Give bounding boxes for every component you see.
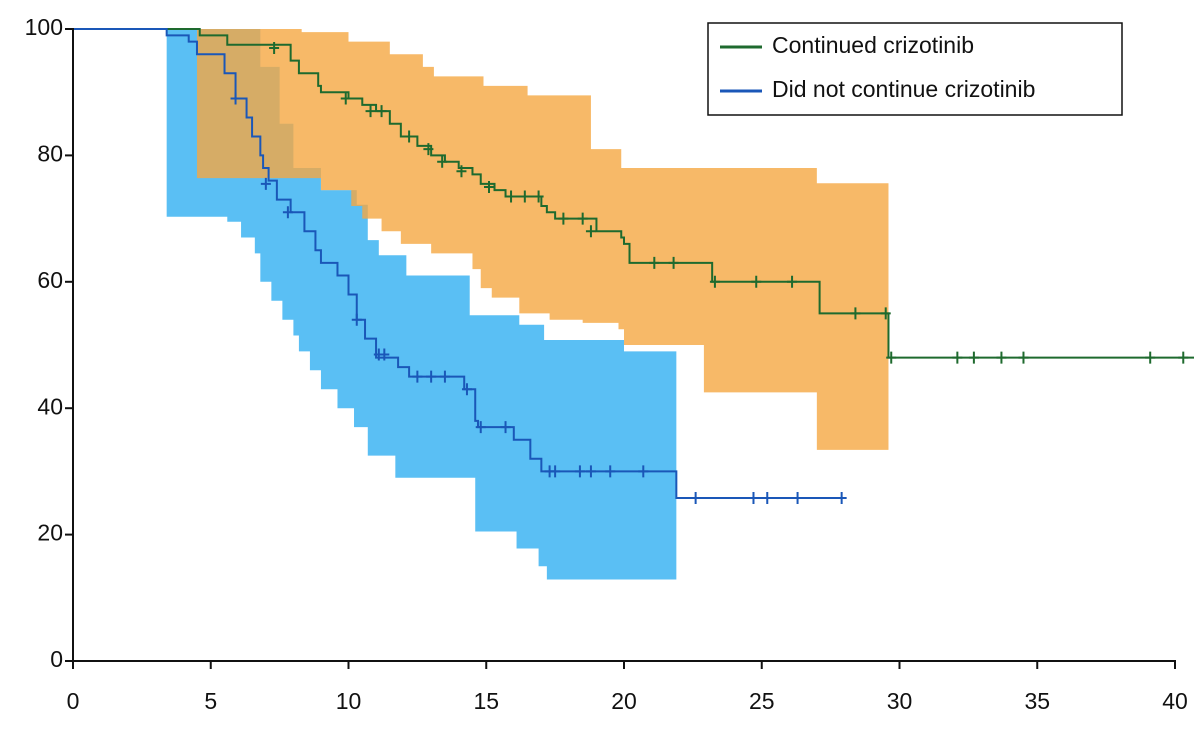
censor-mark (475, 421, 486, 434)
censor-mark (787, 275, 798, 288)
censor-mark (748, 491, 759, 504)
censor-mark (886, 351, 897, 364)
censor-mark (550, 465, 561, 478)
censor-mark (690, 491, 701, 504)
censor-mark (519, 190, 530, 203)
censor-mark (500, 421, 511, 434)
censor-mark (379, 348, 390, 361)
censor-mark (668, 256, 679, 269)
censor-mark (968, 351, 979, 364)
x-tick-label: 35 (1024, 688, 1050, 714)
censor-mark (269, 41, 280, 54)
censor-mark (404, 130, 415, 143)
y-tick-label: 60 (37, 267, 63, 293)
censor-mark (709, 275, 720, 288)
x-tick-label: 5 (204, 688, 217, 714)
legend-label: Did not continue crizotinib (772, 76, 1035, 102)
censor-mark (351, 313, 362, 326)
y-tick-label: 40 (37, 393, 63, 419)
censor-mark (376, 105, 387, 118)
censor-mark (850, 307, 861, 320)
y-tick-label: 0 (50, 646, 63, 672)
legend: Continued crizotinib Did not continue cri… (707, 22, 1123, 116)
censor-mark (230, 92, 241, 105)
y-tick-label: 100 (25, 14, 63, 40)
censor-mark (605, 465, 616, 478)
censor-mark (412, 370, 423, 383)
censor-mark (577, 212, 588, 225)
censor-mark (880, 307, 891, 320)
censor-mark (638, 465, 649, 478)
y-tick-label: 80 (37, 140, 63, 166)
censor-mark (792, 491, 803, 504)
censor-mark (533, 190, 544, 203)
censor-mark (574, 465, 585, 478)
censor-mark (423, 143, 434, 156)
x-tick-label: 40 (1162, 688, 1188, 714)
censor-mark (996, 351, 1007, 364)
confidence-band (196, 29, 889, 450)
censor-mark (1145, 351, 1156, 364)
x-tick-label: 10 (336, 688, 362, 714)
censor-mark (426, 370, 437, 383)
y-tick-label: 20 (37, 520, 63, 546)
confidence-band (166, 29, 677, 580)
censor-mark (437, 155, 448, 168)
survival-curve (73, 28, 1194, 359)
legend-box (707, 22, 1123, 116)
censor-mark (649, 256, 660, 269)
censor-mark (585, 225, 596, 238)
censor-mark (282, 206, 293, 219)
censor-mark (1178, 351, 1189, 364)
x-tick-label: 15 (473, 688, 499, 714)
censor-mark (751, 275, 762, 288)
censor-mark (365, 105, 376, 118)
censor-mark (340, 92, 351, 105)
censor-mark (836, 491, 847, 504)
x-tick-label: 25 (749, 688, 775, 714)
censor-mark (952, 351, 963, 364)
censor-mark (260, 177, 271, 190)
censor-mark (439, 370, 450, 383)
censor-mark (1018, 351, 1029, 364)
censor-mark (762, 491, 773, 504)
x-tick-label: 30 (887, 688, 913, 714)
censor-mark (506, 190, 517, 203)
legend-label: Continued crizotinib (772, 32, 974, 58)
censor-mark (484, 181, 495, 193)
censor-mark (456, 165, 467, 178)
censor-mark (461, 383, 472, 396)
x-tick-label: 0 (67, 688, 80, 714)
censor-mark (585, 465, 596, 478)
censor-mark (558, 212, 569, 225)
x-tick-label: 20 (611, 688, 637, 714)
